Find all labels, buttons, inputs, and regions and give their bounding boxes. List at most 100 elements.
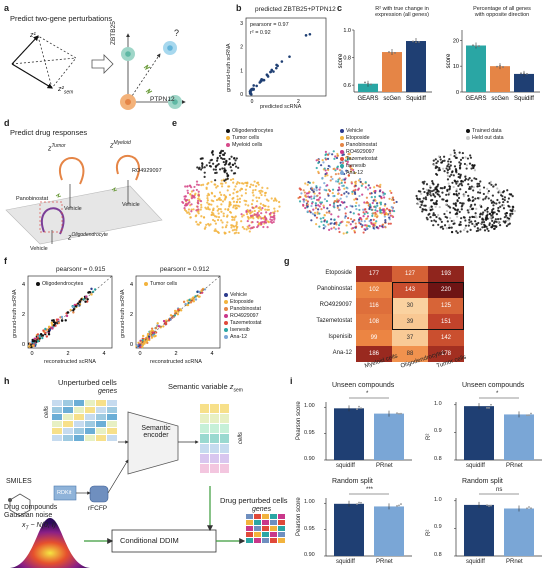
umap-point	[324, 158, 328, 161]
umap-point	[492, 185, 495, 188]
umap-point	[445, 227, 448, 230]
umap-point	[499, 191, 503, 194]
umap-point	[448, 188, 451, 191]
umap-point	[505, 219, 509, 222]
f-right-points: 0 2 4 0 2 4	[130, 275, 221, 357]
heatmap-cell: 88	[392, 346, 428, 362]
h-bottom-cell	[262, 514, 269, 519]
umap-point	[420, 192, 423, 195]
umap-point	[322, 206, 326, 209]
umap-point	[267, 208, 270, 211]
h-bottom-cell	[278, 526, 285, 531]
umap-point	[319, 186, 322, 189]
umap-point	[346, 187, 349, 190]
umap-point	[231, 218, 234, 221]
heatmap-cell: 39	[392, 314, 428, 330]
b-scatter-point	[272, 70, 275, 73]
umap-point	[479, 204, 482, 207]
umap-point	[223, 179, 226, 182]
legend-item: Panobinostat	[340, 142, 377, 148]
umap-point	[230, 155, 233, 158]
c-dot	[472, 44, 474, 47]
umap-point	[225, 215, 229, 218]
umap-point	[195, 209, 198, 212]
umap-point	[513, 209, 517, 213]
umap-point	[466, 157, 470, 160]
umap-point	[231, 224, 234, 227]
f-scatter-point	[198, 290, 201, 294]
umap-point	[378, 190, 382, 193]
umap-point	[450, 231, 454, 234]
umap-point	[213, 195, 216, 198]
umap-point	[228, 161, 232, 165]
umap-point	[438, 168, 442, 172]
umap-point	[339, 204, 342, 207]
umap-point	[354, 171, 357, 175]
umap-point	[217, 231, 220, 234]
umap-point	[388, 211, 392, 215]
h-noise-title: Gaussian noise	[4, 512, 53, 519]
c-dot	[418, 41, 420, 43]
umap-point	[365, 210, 368, 213]
umap-point	[465, 164, 469, 167]
umap-point	[373, 189, 377, 193]
umap-point	[216, 218, 220, 222]
h-sem-cell	[220, 414, 229, 423]
i-ytick-label: 0.9	[434, 524, 442, 531]
umap-point	[340, 179, 343, 182]
umap-point	[511, 205, 515, 208]
c-dot	[391, 51, 393, 54]
umap-point	[498, 201, 501, 204]
umap-point	[201, 166, 204, 169]
umap-point	[264, 208, 267, 211]
h-noise-dist: ~ N(0, I)	[30, 522, 56, 529]
c-ytick-label: 1.0	[343, 28, 351, 34]
f-scatter-point	[154, 326, 158, 330]
umap-point	[380, 195, 383, 199]
c-right-title-l1: Percentage of all genes	[473, 6, 531, 12]
umap-point	[227, 207, 230, 211]
b-r2: r² = 0.92	[250, 30, 271, 36]
umap-point	[317, 158, 320, 161]
h-sem-cell	[220, 454, 229, 463]
umap-point	[445, 193, 448, 196]
umap-point	[354, 182, 357, 185]
umap-point	[251, 191, 254, 194]
umap-point	[338, 182, 341, 185]
i-sig-label: *	[496, 391, 499, 397]
umap-point	[449, 160, 452, 163]
umap-point	[303, 191, 306, 194]
umap-point	[194, 215, 197, 218]
umap-point	[322, 227, 325, 230]
panel-b-scatter: 0 1 2 3 0 2	[240, 17, 327, 105]
umap-point	[345, 195, 348, 198]
umap-point	[469, 154, 472, 157]
umap-point	[437, 190, 440, 193]
umap-point	[440, 220, 443, 223]
h-sem-cell	[220, 434, 229, 443]
umap-point	[278, 200, 281, 204]
panel-e-label: e	[172, 118, 178, 128]
legend-text: Tazemetostat	[230, 320, 262, 326]
umap-point	[375, 216, 379, 219]
umap-point	[500, 194, 503, 197]
h-sem-cell	[210, 454, 219, 463]
umap-point	[232, 192, 235, 195]
umap-point	[312, 181, 315, 184]
h-encoder-label: Semantic encoder	[134, 425, 178, 439]
heatmap-cell: 102	[356, 282, 392, 298]
legend-dot	[224, 300, 228, 304]
h-bottom-cell	[262, 532, 269, 537]
umap-point	[331, 191, 334, 195]
umap-point	[199, 168, 203, 171]
umap-point	[261, 207, 264, 210]
h-sem-cell	[210, 404, 219, 413]
umap-point	[214, 215, 217, 218]
umap-point	[199, 208, 202, 211]
i-plot-title: Unseen compounds	[462, 382, 525, 389]
umap-point	[372, 199, 375, 202]
umap-point	[338, 208, 341, 211]
f-diagonal	[135, 275, 221, 349]
umap-point	[479, 180, 482, 183]
umap-point	[511, 212, 514, 215]
